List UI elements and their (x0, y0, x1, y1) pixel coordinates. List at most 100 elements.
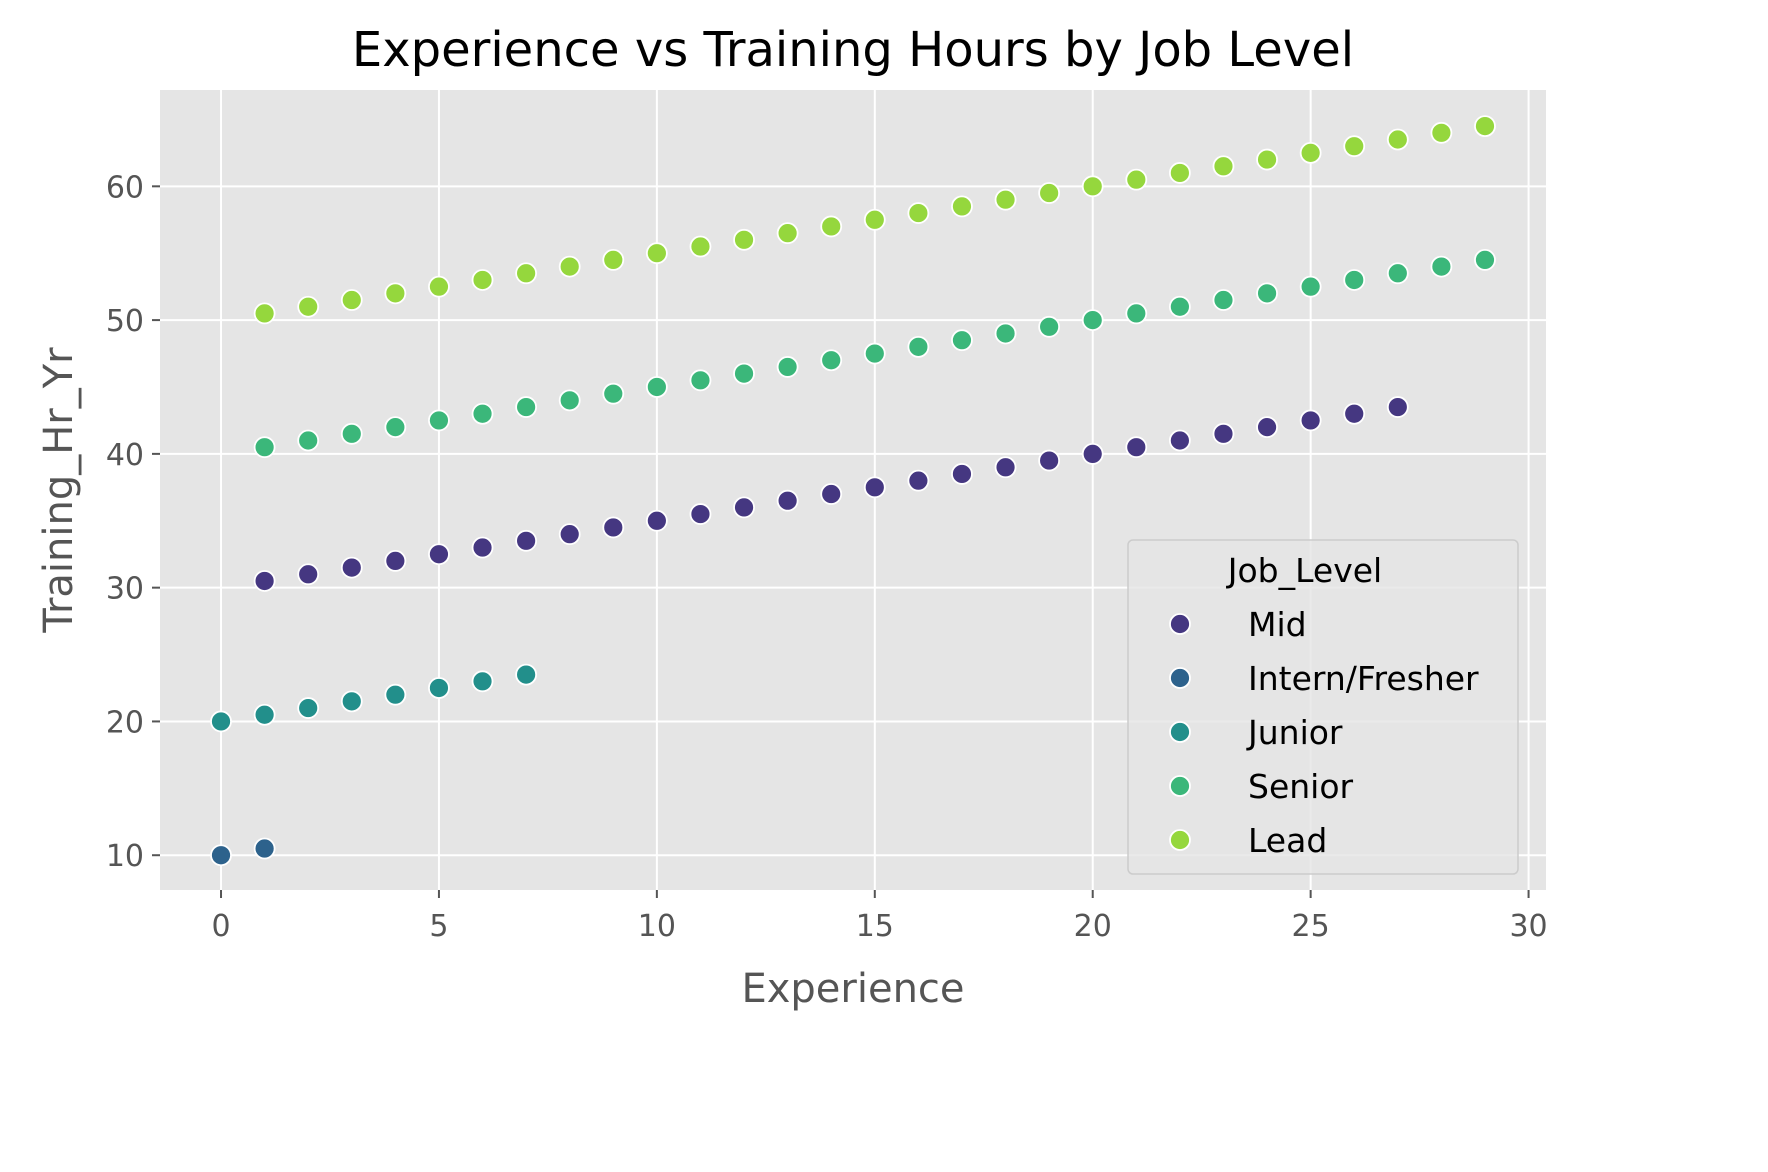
data-point (515, 529, 538, 552)
data-point (253, 302, 276, 325)
data-point (1081, 175, 1104, 198)
data-point (1386, 262, 1409, 285)
data-point (428, 677, 450, 699)
data-point (907, 335, 930, 358)
data-point (1168, 429, 1191, 452)
legend-label: Intern/Fresher (1248, 659, 1479, 698)
series-mid (253, 396, 1409, 592)
data-point (384, 683, 407, 706)
data-point (471, 269, 494, 291)
data-point (1430, 121, 1453, 144)
x-tick-label: 10 (638, 909, 676, 944)
data-point (863, 342, 886, 365)
data-point (1299, 409, 1322, 432)
data-point (733, 496, 755, 519)
series-intern-fresher (210, 837, 276, 867)
y-tick-label: 40 (106, 438, 144, 473)
legend-marker (1169, 775, 1191, 797)
data-point (776, 489, 799, 512)
legend-label: Senior (1248, 767, 1354, 806)
data-point (558, 389, 581, 412)
chart-title: Experience vs Training Hours by Job Leve… (352, 22, 1354, 78)
data-point (820, 349, 843, 372)
data-point (253, 570, 276, 592)
data-point (428, 543, 450, 566)
data-point (428, 275, 450, 298)
data-point (1386, 396, 1409, 418)
data-point (471, 402, 494, 425)
data-point (1125, 436, 1148, 459)
y-tick-label: 60 (106, 170, 144, 205)
x-tick-label: 25 (1292, 909, 1330, 944)
data-point (558, 255, 581, 278)
data-point (820, 483, 843, 505)
data-point (1343, 269, 1366, 291)
y-tick-label: 50 (106, 304, 144, 339)
data-point (689, 369, 712, 392)
data-point (210, 710, 232, 733)
data-point (384, 550, 407, 572)
data-point (994, 322, 1017, 345)
legend-marker (1169, 721, 1191, 743)
data-point (951, 195, 973, 218)
x-tick-label: 0 (211, 909, 230, 944)
data-point (297, 295, 320, 318)
data-point (297, 563, 320, 586)
legend-box (1127, 539, 1519, 875)
data-point (689, 235, 712, 258)
data-point (645, 376, 668, 398)
data-point (1474, 115, 1496, 138)
legend-items: Mid Intern/Fresher Junior Senior Lead (1169, 605, 1479, 860)
legend-label: Lead (1248, 821, 1327, 860)
data-point (384, 416, 407, 439)
data-point (515, 663, 538, 686)
legend: Job_Level Mid Intern/Fresher Junior Senior L… (1127, 539, 1519, 875)
data-point (602, 516, 625, 539)
data-point (515, 262, 538, 285)
data-point (733, 228, 755, 251)
data-point (689, 503, 712, 525)
legend-label: Junior (1246, 713, 1343, 752)
data-point (1343, 402, 1366, 425)
data-point (951, 329, 973, 352)
data-point (776, 222, 799, 245)
series-junior (210, 663, 538, 733)
x-tick-label: 15 (856, 909, 894, 944)
legend-label: Mid (1248, 605, 1307, 644)
x-tick-label: 30 (1509, 909, 1547, 944)
data-point (863, 208, 886, 231)
data-point (340, 289, 363, 311)
data-point (471, 536, 494, 559)
data-point (210, 844, 232, 867)
data-points (210, 115, 1496, 867)
x-axis-ticks: 0 5 10 15 20 25 30 (211, 890, 1548, 944)
data-point (602, 382, 625, 405)
data-point (1081, 442, 1104, 465)
data-point (1168, 295, 1191, 318)
data-point (340, 422, 363, 445)
data-point (863, 476, 886, 499)
data-point (253, 837, 276, 860)
data-point (515, 396, 538, 418)
data-point (1212, 422, 1235, 445)
data-point (1125, 168, 1148, 191)
data-point (645, 509, 668, 532)
x-tick-label: 20 (1074, 909, 1112, 944)
data-point (820, 215, 843, 238)
data-point (297, 429, 320, 452)
x-axis-label: Experience (741, 966, 964, 1012)
data-point (253, 436, 276, 459)
data-point (297, 697, 320, 719)
series-lead (253, 115, 1496, 325)
legend-marker (1169, 667, 1191, 689)
data-point (471, 670, 494, 693)
y-axis-label: Training_Hr_Yr (36, 347, 82, 634)
data-point (1038, 182, 1061, 204)
series-senior (253, 248, 1496, 459)
y-axis-ticks: 10 20 30 40 50 60 (106, 170, 160, 874)
data-point (1168, 162, 1191, 184)
data-point (645, 242, 668, 265)
legend-marker (1169, 829, 1191, 851)
data-point (428, 409, 450, 432)
